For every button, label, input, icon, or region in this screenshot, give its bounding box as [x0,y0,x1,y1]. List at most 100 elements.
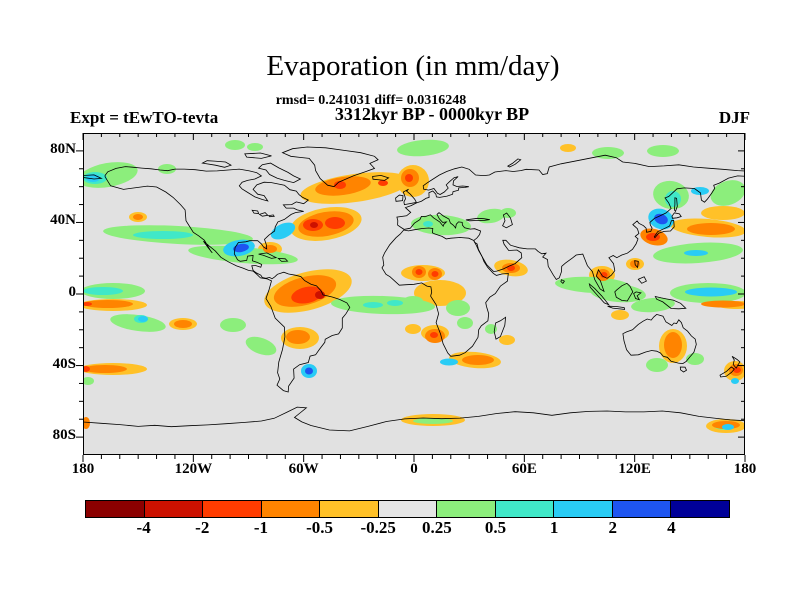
anomaly-blob [462,355,494,365]
anomaly-blob [233,243,249,253]
map-frame [83,133,745,455]
y-axis-label: 80S [52,427,76,444]
anomaly-blob [325,217,345,229]
plot-title: Evaporation (in mm/day) [266,50,560,82]
anomaly-blob [731,378,739,384]
anomaly-blob [701,300,745,308]
anomaly-blob [138,316,148,322]
colorbar-label: 0.5 [484,518,507,537]
coastline-path [622,313,697,365]
anomaly-blob [263,245,277,253]
anomaly-blob [397,139,449,157]
coastline-path [607,305,626,310]
anomaly-blob [664,332,682,358]
colorbar-segment [202,501,261,517]
stats-line: rmsd= 0.241031 diff= 0.0316248 [275,93,467,108]
coastline-path [731,355,741,369]
x-axis-label: 180 [733,461,757,477]
coastline-path [560,279,565,285]
coastline-path [83,406,745,432]
anomaly-blob [431,271,439,277]
anomaly-blob [378,180,388,186]
colorbar-segment [319,501,378,517]
x-axis-label: 120W [174,461,213,477]
coastline-path [673,197,678,213]
experiment-label: Expt = tEwTO-tevta [70,108,219,127]
anomaly-blob [415,269,423,275]
coastline-path [104,166,351,393]
anomaly-blob [174,320,192,328]
anomaly-blob [411,214,471,236]
anomaly-blob [220,318,246,332]
anomaly-blob [413,418,453,424]
anomaly-blob [133,214,143,220]
anomaly-blob [686,353,704,365]
world-map-plot [76,133,746,462]
anomaly-blob [363,302,383,308]
anomaly-blob [83,417,90,429]
anomaly-blob [83,377,94,385]
colorbar-label: 0.25 [421,518,452,537]
coastline-path [381,227,509,357]
anomaly-blob [405,174,413,182]
anomaly-blob [225,140,245,150]
anomaly-blob [555,276,631,294]
anomaly-blob [430,332,438,338]
colorbar-label: -2 [195,518,210,537]
colorbar-label: 2 [608,518,617,537]
season-label: DJF [718,108,750,127]
anomaly-blob [387,300,403,306]
anomaly-blob [305,367,313,375]
anomaly-blob [440,358,458,366]
anomaly-blob [133,231,193,239]
anomaly-blob [403,296,423,306]
coastline-path [244,152,272,159]
y-axis-label: 40S [52,355,76,372]
anomaly-blob [733,367,741,373]
coastline-path [402,188,418,206]
x-axis-label: 0 [410,461,418,477]
coastline-path [588,282,610,306]
anomaly-blob [405,324,421,334]
coastline-path [372,174,390,181]
anomaly-blob [158,164,176,174]
anomaly-blob [685,287,737,297]
coastline-path [396,154,745,293]
anomaly-blob [647,145,679,157]
anomaly-blob [684,250,708,256]
anomaly-blob [477,208,505,224]
anomaly-blob [334,181,346,189]
x-axis-label: 180 [71,461,95,477]
coastline-path [83,174,103,180]
anomaly-blob [687,223,735,235]
colorbar-segment [377,501,437,517]
coastline-path [637,276,647,284]
anomaly-blob [110,314,166,332]
anomaly-blob [507,265,515,271]
colorbar-label: -4 [136,518,151,537]
coastline-path [493,316,507,340]
coastline-path [257,162,302,184]
coastlines [83,146,745,432]
anomaly-blob [500,208,516,218]
coastline-path [502,212,513,229]
coastline-path [634,260,639,269]
coastline-path [679,366,688,373]
y-axis-label: 40N [50,212,76,229]
x-axis-label: 60W [288,461,319,477]
anomaly-blob [457,317,473,329]
y-axis-label: 0 [68,284,77,300]
anomaly-blob [722,424,734,430]
colorbar-label: 4 [667,518,676,537]
anomaly-blob [83,365,127,373]
coastline-path [653,219,675,239]
anomaly-blob [499,335,515,345]
colorbar [85,500,730,518]
colorbar-segment [436,501,495,517]
coastline-path [201,160,232,168]
coastline-path [251,209,260,214]
anomaly-blob [83,366,90,372]
y-axis-label: 80N [50,140,76,157]
colorbar-label: -0.25 [360,518,396,537]
